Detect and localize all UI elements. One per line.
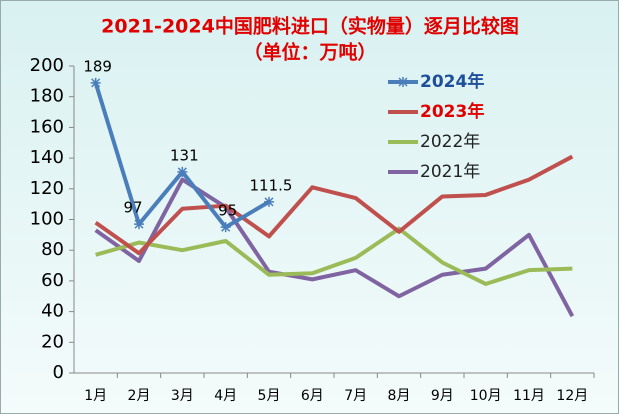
x-tick-label: 3月 — [171, 388, 194, 404]
y-tick-label: 200 — [30, 55, 64, 76]
y-tick-label: 20 — [41, 331, 64, 352]
marker — [220, 222, 231, 233]
series-line — [94, 177, 575, 318]
y-tick-label: 0 — [53, 362, 64, 383]
y-tick-label: 160 — [30, 116, 64, 137]
x-tick-label: 4月 — [214, 388, 237, 404]
chart-subtitle: （单位：万吨） — [243, 41, 376, 64]
data-label: 97 — [123, 199, 142, 217]
series-line — [95, 226, 573, 286]
legend-label: 2023年 — [420, 101, 484, 122]
legend-marker — [398, 77, 408, 87]
legend-label: 2024年 — [420, 71, 484, 92]
y-tick-label: 100 — [30, 209, 64, 230]
marker — [177, 166, 188, 177]
x-tick-label: 11月 — [513, 388, 545, 404]
data-label: 95 — [218, 202, 237, 220]
x-tick-label: 7月 — [344, 388, 367, 404]
x-tick-label: 10月 — [470, 388, 502, 404]
marker — [264, 196, 274, 207]
x-tick-label: 2月 — [128, 388, 151, 404]
y-tick-label: 140 — [30, 147, 64, 168]
legend-label: 2021年 — [420, 162, 480, 182]
x-tick-label: 9月 — [431, 388, 454, 404]
x-tick-label: 8月 — [388, 388, 411, 404]
y-tick-label: 40 — [41, 301, 64, 322]
x-tick-label: 6月 — [301, 388, 324, 404]
y-tick-label: 80 — [41, 239, 64, 260]
series-line — [94, 154, 574, 256]
x-tick-label: 12月 — [556, 388, 588, 404]
y-tick-label: 180 — [30, 86, 64, 107]
legend-label: 2022年 — [420, 132, 480, 152]
data-label: 189 — [83, 57, 112, 75]
marker — [134, 219, 144, 230]
x-tick-label: 1月 — [84, 388, 107, 404]
y-tick-label: 60 — [41, 270, 64, 291]
data-label: 111.5 — [250, 176, 293, 194]
y-tick-label: 120 — [30, 178, 64, 199]
x-tick-label: 5月 — [258, 388, 281, 404]
chart-title: 2021-2024中国肥料进口（实物量）逐月比较图 — [101, 15, 519, 38]
marker — [90, 77, 101, 88]
data-label: 131 — [170, 146, 199, 164]
